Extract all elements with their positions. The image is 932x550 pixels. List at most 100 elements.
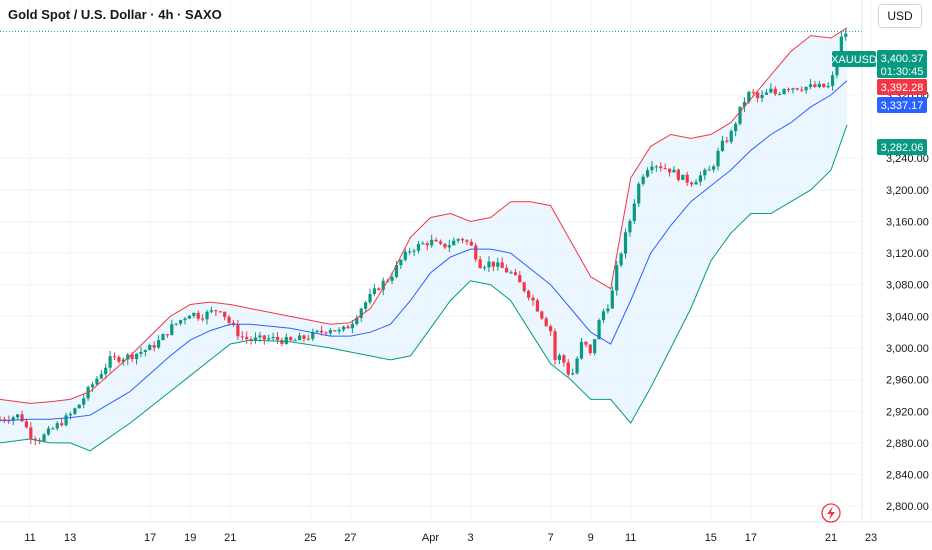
candle: [786, 87, 791, 93]
candle-body: [553, 331, 557, 360]
candle: [826, 82, 830, 89]
candle: [654, 165, 658, 172]
candle-body: [434, 239, 438, 242]
candle-body: [368, 294, 372, 303]
candle-body: [566, 362, 570, 375]
candle: [293, 338, 297, 342]
candle: [187, 315, 192, 319]
candle: [456, 238, 460, 244]
candle-body: [571, 373, 575, 375]
last-price-tag: 3,400.37 01:30:45: [877, 50, 927, 78]
candle-body: [720, 140, 725, 151]
time-tick-label: 15: [705, 532, 717, 544]
candle: [139, 347, 143, 358]
candle-body: [685, 174, 689, 183]
candle-body: [179, 320, 183, 324]
candle-body: [482, 267, 487, 269]
candle: [0, 416, 2, 421]
candle: [196, 310, 200, 321]
candle-body: [641, 176, 645, 184]
lightning-circle-icon[interactable]: [821, 503, 841, 523]
candle-body: [425, 243, 429, 246]
candle-body: [416, 244, 421, 251]
candle-body: [156, 340, 161, 348]
candle: [676, 168, 680, 182]
candle-body: [355, 317, 359, 325]
candle-body: [769, 88, 773, 93]
candle: [7, 415, 11, 425]
time-tick-label: 13: [64, 532, 76, 544]
candle-body: [350, 324, 355, 329]
time-axis[interactable]: 11 13 17 19 21 25 27 Apr 3 7 9 11 15 17 21 23: [24, 532, 877, 544]
candle: [535, 298, 540, 312]
candle: [527, 289, 531, 301]
candle: [372, 283, 377, 297]
candle: [161, 333, 165, 341]
candle: [531, 294, 535, 306]
candle-body: [24, 421, 29, 428]
candle-body: [108, 356, 112, 368]
candle: [60, 418, 64, 427]
candle-body: [271, 336, 275, 339]
candle: [694, 179, 698, 185]
candle-body: [632, 203, 636, 221]
candle: [337, 327, 341, 335]
candle: [813, 80, 817, 88]
candle-body: [734, 123, 738, 132]
candle: [685, 171, 689, 187]
candle: [465, 239, 469, 246]
candle-body: [289, 337, 293, 341]
candle: [808, 79, 813, 90]
price-tick-label: 3,080.00: [886, 280, 929, 292]
candle-body: [359, 308, 363, 318]
candle: [51, 426, 55, 430]
time-tick-label: 11: [24, 532, 35, 544]
candle-body: [615, 265, 619, 291]
band-fill-area: [0, 27, 847, 451]
candle-body: [813, 84, 817, 87]
candle-body: [817, 83, 821, 87]
candle-body: [786, 89, 791, 91]
candle: [557, 353, 562, 365]
candle-body: [452, 240, 456, 246]
symbol-tag-label: XAUUSD: [831, 54, 877, 66]
candle: [597, 318, 601, 340]
candle-body: [773, 88, 777, 95]
candle-body: [297, 335, 302, 341]
candle-body: [791, 88, 795, 90]
candle-body: [637, 183, 641, 204]
candle-body: [262, 335, 266, 340]
candle: [104, 363, 108, 379]
candle-body: [192, 312, 196, 316]
candle-body: [394, 265, 399, 277]
candle-body: [29, 427, 33, 439]
candle: [218, 310, 222, 313]
candle: [156, 335, 161, 349]
candle-body: [610, 290, 614, 309]
candle-body: [284, 337, 288, 344]
candle-body: [839, 36, 843, 55]
candle-body: [725, 140, 729, 142]
candle: [650, 161, 654, 174]
candle: [474, 242, 478, 262]
candle-body: [306, 338, 310, 340]
candle: [275, 332, 280, 345]
candle: [452, 237, 456, 246]
candle: [438, 239, 443, 246]
candle-body: [328, 330, 332, 334]
currency-button[interactable]: USD: [878, 4, 922, 28]
candle-body: [333, 330, 337, 332]
candle: [77, 404, 81, 409]
basis-label: 3,337.17: [881, 100, 924, 112]
candle-body: [584, 341, 588, 345]
candle: [302, 334, 306, 343]
candle-body: [245, 336, 249, 339]
candle-body: [82, 398, 86, 405]
candle: [734, 122, 738, 137]
candle: [504, 264, 509, 273]
candle: [610, 286, 614, 309]
candle-body: [535, 300, 540, 312]
candle-body: [474, 245, 478, 260]
candle: [773, 86, 777, 97]
